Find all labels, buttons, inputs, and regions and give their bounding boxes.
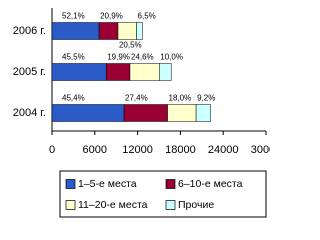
legend-label: 11–20-е места bbox=[78, 199, 148, 211]
legend-swatch bbox=[65, 200, 76, 210]
y-tick-label: 2005 г. bbox=[13, 66, 46, 78]
chart: 0 6000 12000 18000 24000 30000 2006 г. 52,1% 20,… bbox=[13, 8, 270, 218]
value-label: 10,0% bbox=[160, 53, 183, 62]
bar-segment bbox=[167, 104, 197, 122]
bar-segment bbox=[51, 104, 125, 122]
bar-segment bbox=[51, 63, 107, 81]
x-tick-label: 18000 bbox=[165, 144, 196, 156]
y-tick-label: 2004 г. bbox=[13, 107, 46, 119]
legend-swatch bbox=[65, 179, 76, 189]
bar-segment bbox=[195, 104, 211, 122]
x-tick-label: 30000 bbox=[251, 144, 270, 156]
bar-segment bbox=[51, 22, 100, 40]
value-label: 9,2% bbox=[197, 94, 215, 103]
legend-box bbox=[59, 170, 267, 218]
bar-segment bbox=[159, 63, 172, 81]
bar-segment bbox=[129, 63, 160, 81]
legend-label: 6–10-е места bbox=[178, 178, 243, 190]
legend-swatch bbox=[165, 200, 176, 210]
value-label: 45,5% bbox=[62, 53, 85, 62]
value-label: 24,6% bbox=[131, 53, 154, 62]
bar-segment bbox=[98, 22, 119, 40]
value-label: 6,5% bbox=[138, 12, 156, 21]
x-tick-label: 0 bbox=[49, 144, 55, 156]
value-label: 20,5% bbox=[119, 41, 142, 50]
legend-swatch bbox=[165, 179, 176, 189]
bar-segment bbox=[105, 63, 131, 81]
x-tick-label: 6000 bbox=[83, 144, 107, 156]
legend-label: 1–5-е места bbox=[78, 178, 137, 190]
bar-segment bbox=[123, 104, 168, 122]
y-tick-label: 2006 г. bbox=[13, 25, 46, 37]
value-label: 20,9% bbox=[100, 12, 123, 21]
value-label: 45,4% bbox=[62, 94, 85, 103]
x-tick-label: 12000 bbox=[122, 144, 153, 156]
value-label: 52,1% bbox=[62, 12, 85, 21]
bar-segment bbox=[117, 22, 137, 40]
value-label: 27,4% bbox=[125, 94, 148, 103]
value-label: 18,0% bbox=[169, 94, 192, 103]
x-tick-label: 24000 bbox=[208, 144, 239, 156]
value-label: 19,9% bbox=[107, 53, 130, 62]
legend-label: Прочие bbox=[178, 199, 214, 211]
bar-segment bbox=[136, 22, 143, 40]
